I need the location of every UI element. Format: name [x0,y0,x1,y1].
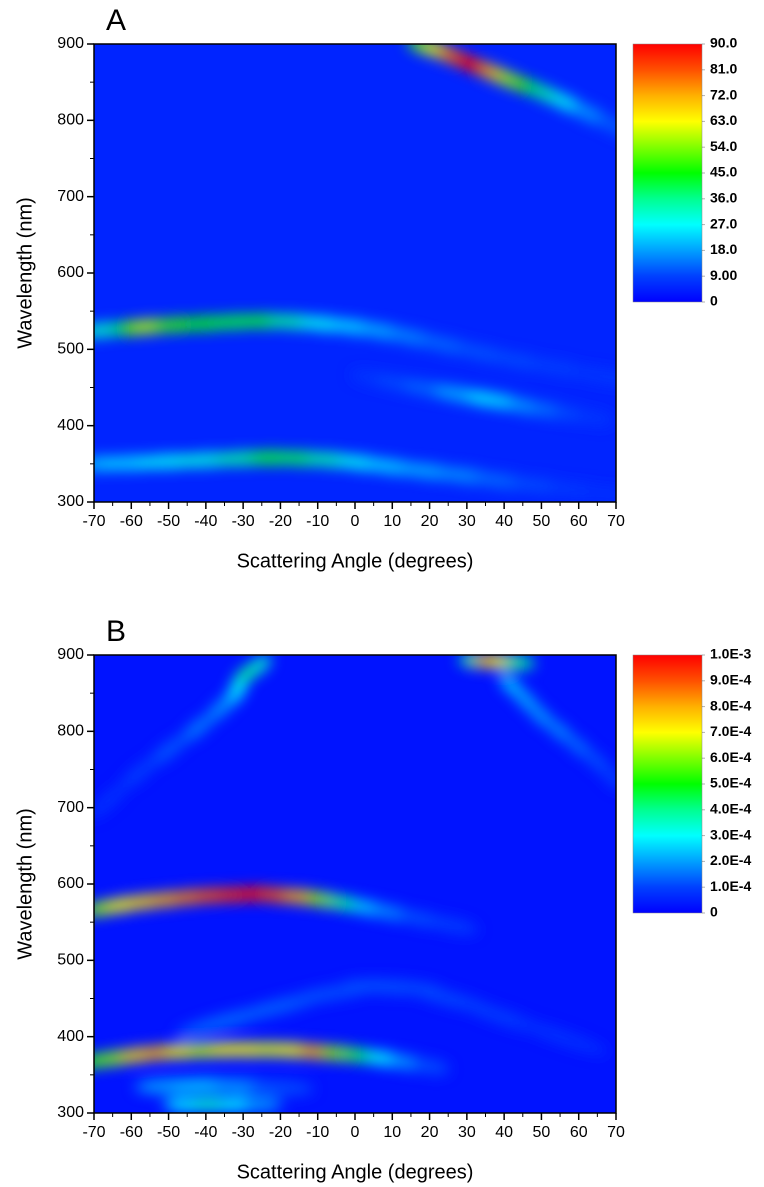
colorbar [632,654,703,914]
heatmap-layer [94,655,616,1112]
x-tick-label: -50 [157,513,180,530]
x-tick-label: 70 [607,1124,625,1141]
y-axis-label: Wavelength (nm) [14,808,36,960]
heatmap-cell [425,916,479,934]
y-tick-label: 500 [57,341,84,358]
y-tick-label: 900 [57,646,84,663]
x-tick-label: -30 [232,513,255,530]
colorbar-label: 8.0E-4 [710,697,751,713]
panel-label: B [106,615,126,648]
x-tick-label: -40 [194,513,217,530]
heatmap-cell [582,486,616,502]
colorbar-label: 4.0E-4 [710,801,751,817]
x-tick-label: -70 [82,1124,105,1141]
heatmap-cell [503,655,536,670]
colorbar-label: 0 [710,904,718,920]
x-axis-label: Scattering Angle (degrees) [237,550,474,572]
x-tick-label: 0 [351,513,360,530]
y-tick-label: 600 [57,875,84,892]
colorbar-label: 7.0E-4 [710,723,751,739]
colorbar-label: 90.0 [710,35,737,51]
x-tick-label: 30 [458,1124,476,1141]
colorbar-label: 63.0 [710,112,737,128]
colorbar-label: 54.0 [710,138,737,154]
y-tick-label: 400 [57,417,84,434]
x-tick-label: -40 [194,1124,217,1141]
x-tick-label: 50 [533,513,551,530]
colorbar-label: 9.0E-4 [710,672,751,688]
colorbar-label: 1.0E-3 [710,646,751,662]
heatmap-cell [246,1080,314,1095]
panel-label: A [106,4,126,37]
colorbar-label: 1.0E-4 [710,878,751,894]
heatmap-background [94,655,616,1113]
panel: -70 -60 -50 -40 -30 -20 -10 0 10 20 30 40 50 60 70 300 4… [14,615,751,1183]
heatmap-cell [241,1097,282,1112]
x-tick-label: 40 [495,513,513,530]
panel: -70 -60 -50 -40 -30 -20 -10 0 10 20 30 40 50 60 70 300 4… [14,4,737,572]
heatmap-cell [409,1058,450,1075]
colorbar-label: 36.0 [710,190,737,206]
x-tick-label: 60 [570,1124,588,1141]
colorbar-label: 6.0E-4 [710,749,751,765]
colorbar-label: 18.0 [710,241,737,257]
y-tick-label: 700 [57,188,84,205]
x-tick-label: 10 [383,1124,401,1141]
colorbar-label: 72.0 [710,86,737,102]
colorbar-label: 2.0E-4 [710,852,751,868]
heatmap-cell [573,410,614,426]
colorbar-label: 5.0E-4 [710,775,751,791]
colorbar-label: 0 [710,293,718,309]
x-tick-label: -60 [120,1124,143,1141]
x-tick-label: -20 [269,1124,292,1141]
x-tick-label: -10 [306,1124,329,1141]
y-tick-label: 800 [57,723,84,740]
heatmap-cell [94,781,130,819]
x-tick-label: -60 [120,513,143,530]
colorbar-label: 3.0E-4 [710,826,751,842]
heatmap-cell [594,114,616,139]
y-axis-label: Wavelength (nm) [14,197,36,349]
x-tick-label: -70 [82,513,105,530]
colorbar-label: 9.00 [710,267,737,283]
y-tick-label: 300 [57,493,84,510]
x-tick-label: 70 [607,513,625,530]
colorbar [632,43,703,303]
colorbar-label: 45.0 [710,164,737,180]
x-tick-label: 20 [421,1124,439,1141]
x-tick-label: 50 [533,1124,551,1141]
x-tick-label: 0 [351,1124,360,1141]
x-tick-label: -20 [269,513,292,530]
y-tick-label: 700 [57,799,84,816]
heatmap-cell [512,1019,608,1055]
colorbar-label: 81.0 [710,61,737,77]
x-tick-label: -50 [157,1124,180,1141]
x-tick-label: 30 [458,513,476,530]
x-tick-label: 40 [495,1124,513,1141]
heatmap-cell [600,764,616,790]
x-tick-label: 10 [383,513,401,530]
y-tick-label: 800 [57,112,84,129]
y-tick-label: 600 [57,264,84,281]
heatmap-cell [599,370,616,386]
heatmap-background [94,44,616,502]
x-tick-label: 60 [570,513,588,530]
y-tick-label: 400 [57,1028,84,1045]
y-tick-label: 500 [57,952,84,969]
x-tick-label: -30 [232,1124,255,1141]
y-tick-label: 300 [57,1104,84,1121]
x-tick-label: 20 [421,513,439,530]
x-tick-label: -10 [306,513,329,530]
heatmap-layer [94,44,616,502]
colorbar-label: 27.0 [710,215,737,231]
y-tick-label: 900 [57,35,84,52]
x-axis-label: Scattering Angle (degrees) [237,1161,474,1183]
